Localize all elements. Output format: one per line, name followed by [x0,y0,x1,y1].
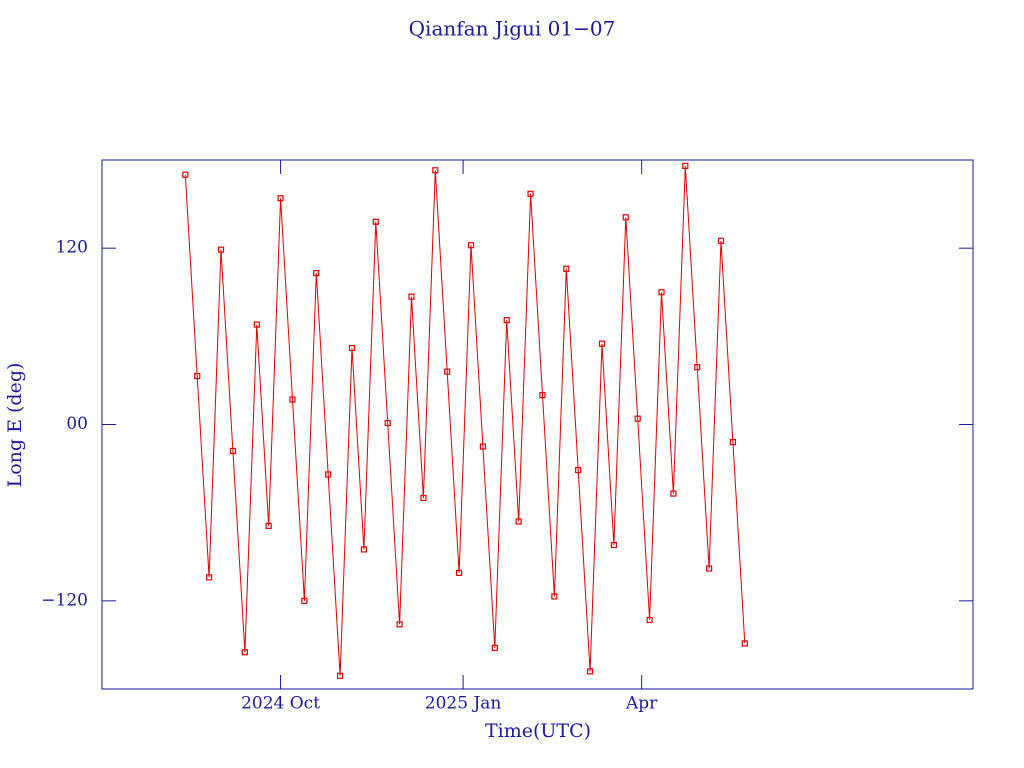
point-marker [408,293,415,300]
point-marker [717,237,725,244]
point-marker [706,565,713,572]
point-marker [265,522,272,529]
point-marker [229,447,237,455]
point-marker [694,364,701,371]
y-axis-label: Long E (deg) [4,363,26,488]
point-marker [360,546,367,553]
point-marker [575,466,582,474]
point-marker [432,167,439,174]
point-marker [729,439,737,446]
point-marker [634,415,641,422]
point-marker [741,640,748,647]
point-marker [206,574,213,581]
point-marker [682,162,689,169]
point-marker [241,649,248,656]
point-marker [586,668,594,675]
point-marker [479,443,487,450]
point-marker [539,392,546,399]
point-marker [658,289,665,296]
x-tick-label: 2024 Oct [241,694,320,714]
point-marker [277,195,284,202]
point-marker [253,321,260,328]
point-marker [384,419,391,427]
point-marker [503,317,510,324]
point-marker [563,265,570,272]
point-marker [622,214,629,221]
x-tick-label: Apr [625,694,658,714]
point-marker [313,270,320,277]
point-marker [598,340,606,347]
x-axis-label: Time(UTC) [485,720,591,742]
point-marker [610,541,617,549]
point-marker [348,344,356,352]
chart-title: Qianfan Jigui 01−07 [409,17,616,41]
point-marker [456,569,463,577]
point-marker [325,471,332,478]
point-marker [217,246,225,253]
y-tick-label: −120 [41,590,88,610]
point-marker [396,621,403,628]
plot-frame [101,159,974,690]
point-marker [182,171,189,178]
y-tick-label: 00 [66,414,88,434]
point-marker [515,518,522,525]
series-line [184,165,746,676]
point-marker [420,494,427,502]
point-marker [670,490,677,497]
point-marker [646,616,653,624]
point-marker [467,242,475,249]
point-marker [444,368,451,375]
point-marker [194,372,201,380]
point-marker [301,597,308,604]
point-marker [289,396,296,403]
point-marker [491,644,498,651]
point-marker [551,593,558,600]
y-tick-label: 120 [56,238,88,258]
point-marker [527,190,534,197]
point-marker [336,672,344,679]
point-marker [372,218,379,225]
x-tick-label: 2025 Jan [425,694,502,714]
